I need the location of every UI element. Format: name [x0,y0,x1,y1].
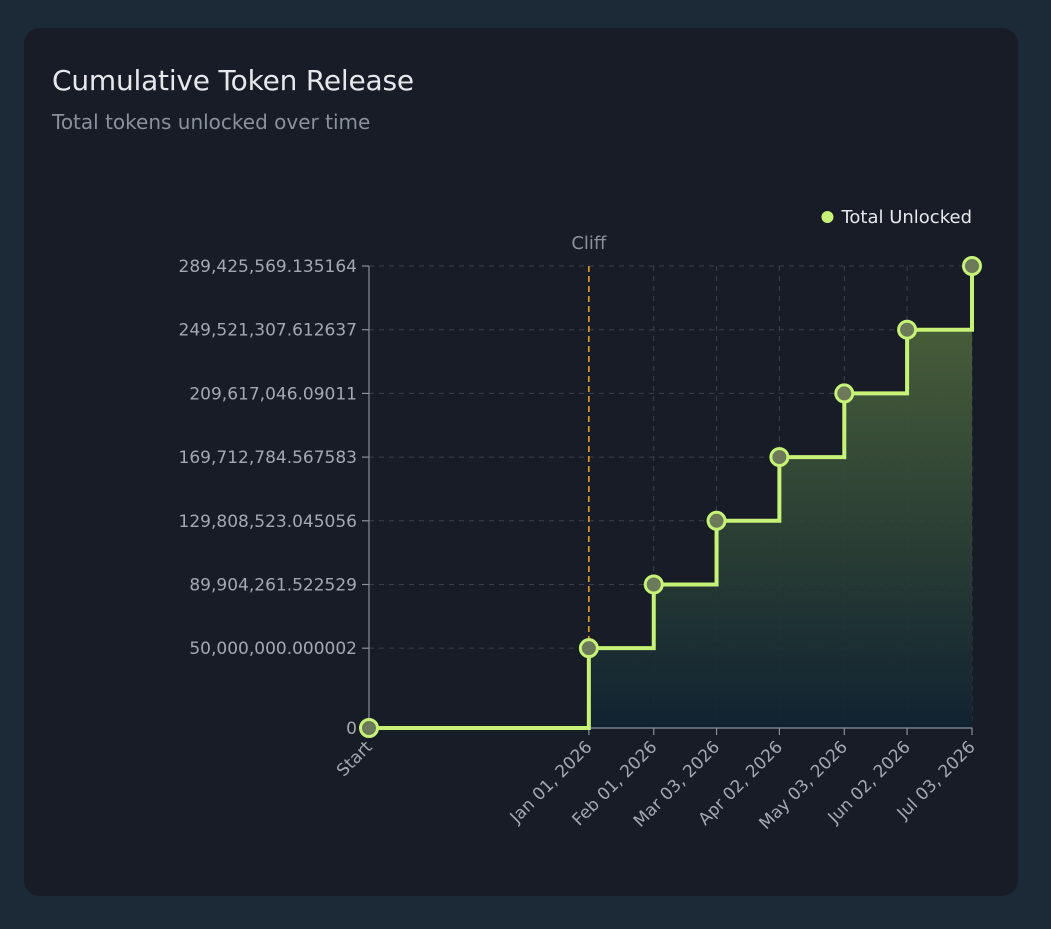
y-tick-label: 169,712,784.567583 [179,448,357,468]
y-tick-label: 50,000,000.000002 [189,639,357,659]
legend-label: Total Unlocked [840,207,972,228]
x-tick-label: Start [333,737,377,781]
data-point[interactable] [706,510,727,531]
series-line-total-unlocked [369,266,974,730]
y-tick-label: 209,617,046.09011 [189,384,357,404]
y-tick-label: 129,808,523.045056 [179,512,357,532]
y-tick-label: 0 [346,719,357,739]
data-point[interactable] [769,447,790,468]
legend-swatch [821,211,834,223]
data-point[interactable] [834,383,855,404]
cliff-label: Cliff [571,233,607,254]
data-point[interactable] [643,574,664,595]
y-tick-label: 289,425,569.135164 [179,257,357,277]
chart-title: Cumulative Token Release [52,64,414,97]
data-point[interactable] [578,638,599,659]
y-tick-label: 89,904,261.522529 [189,575,357,595]
y-tick-label: 249,521,307.612637 [179,321,357,341]
data-point[interactable] [897,319,918,340]
chart-subtitle: Total tokens unlocked over time [52,110,371,134]
data-point[interactable] [962,256,982,276]
data-point[interactable] [359,718,379,738]
